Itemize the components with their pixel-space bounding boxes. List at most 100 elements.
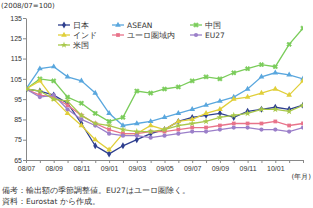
point xyxy=(149,136,153,140)
x-tick-mark xyxy=(26,160,27,163)
point xyxy=(175,122,182,128)
point xyxy=(106,122,113,128)
legend-item: ASEAN xyxy=(112,21,152,30)
series-line xyxy=(26,28,303,121)
y-tick: 85 xyxy=(14,116,26,123)
y-tick: 125 xyxy=(10,35,26,42)
legend-label: ASEAN xyxy=(127,21,152,30)
point xyxy=(259,127,263,131)
point xyxy=(258,106,265,112)
legend-marker xyxy=(115,22,121,27)
point xyxy=(244,110,251,116)
x-tick-mark xyxy=(289,160,290,163)
x-tick-mark xyxy=(234,160,235,163)
point xyxy=(301,125,303,129)
point xyxy=(203,110,209,115)
point xyxy=(36,75,43,82)
y-tick: 115 xyxy=(11,55,26,62)
chart: 6575859510511512513508/0708/0908/1109/01… xyxy=(0,0,313,208)
legend-label: EU27 xyxy=(205,31,225,40)
point xyxy=(231,96,237,101)
point xyxy=(79,78,85,83)
point xyxy=(64,98,71,104)
x-tick-label: 08/07 xyxy=(18,165,36,172)
series-line xyxy=(26,89,303,138)
point xyxy=(245,86,251,91)
point xyxy=(106,110,112,115)
y-tick-label: 115 xyxy=(11,55,22,62)
point xyxy=(65,107,69,111)
point xyxy=(38,95,42,99)
point xyxy=(65,74,71,79)
legend-marker xyxy=(62,22,66,29)
point xyxy=(107,128,111,132)
point xyxy=(245,94,251,99)
point xyxy=(230,112,237,118)
x-tick-mark xyxy=(303,160,304,163)
y-tick-label: 95 xyxy=(14,96,22,103)
x-tick xyxy=(123,160,124,163)
point xyxy=(260,122,264,126)
point xyxy=(78,112,85,118)
legend-label: 中国 xyxy=(205,21,221,30)
y-tick-mark xyxy=(23,160,26,161)
x-tick xyxy=(68,160,69,163)
point xyxy=(216,75,223,82)
x-tick-label: 08/11 xyxy=(73,165,90,172)
x-tick xyxy=(234,160,235,163)
x-tick-mark xyxy=(178,160,179,163)
x-tick-label: 09/09 xyxy=(212,165,230,172)
point xyxy=(37,78,43,83)
point xyxy=(230,69,237,76)
point xyxy=(147,128,154,134)
point xyxy=(300,78,303,83)
point xyxy=(217,114,224,120)
point xyxy=(36,87,43,93)
y-tick: 95 xyxy=(14,96,26,103)
point xyxy=(258,61,265,68)
y-tick-mark xyxy=(23,38,26,39)
y-tick-mark xyxy=(23,140,26,141)
point xyxy=(92,136,98,141)
x-tick-label: 09/11 xyxy=(240,165,257,172)
point xyxy=(245,125,249,129)
point xyxy=(204,129,208,133)
legend-item: ユーロ圏域内 xyxy=(112,31,175,40)
point xyxy=(161,126,168,132)
x-tick: 09/05 xyxy=(156,160,174,172)
x-tick-mark xyxy=(54,160,55,163)
point xyxy=(51,63,57,68)
point xyxy=(133,87,140,94)
legend-label: インド xyxy=(73,31,97,40)
series-line xyxy=(26,81,303,150)
note: 備考：輸出額の季節調整値。EU27はユーロ圏除く。 xyxy=(2,186,190,195)
x-tick: 08/07 xyxy=(18,160,36,172)
x-tick-mark xyxy=(40,160,41,163)
x-tick-mark xyxy=(109,160,110,163)
point xyxy=(232,122,236,126)
point xyxy=(259,90,265,95)
point xyxy=(272,106,279,112)
point xyxy=(50,77,57,84)
x-tick-label: 09/05 xyxy=(156,165,174,172)
y-tick-mark xyxy=(23,59,26,60)
legend-marker xyxy=(116,33,120,37)
plot-area xyxy=(26,25,303,158)
x-tick: 09/03 xyxy=(129,160,147,172)
point xyxy=(189,120,196,126)
x-tick-mark xyxy=(81,160,82,163)
point xyxy=(273,127,277,131)
point xyxy=(244,65,251,72)
x-tick xyxy=(289,160,290,163)
point xyxy=(120,126,127,132)
point xyxy=(189,77,196,84)
y-tick: 105 xyxy=(10,76,26,83)
x-tick-mark xyxy=(165,160,166,163)
point xyxy=(92,110,99,117)
x-tick: 09/11 xyxy=(240,160,257,172)
point xyxy=(119,114,126,121)
x-tick: 10/01 xyxy=(267,160,285,172)
legend-marker xyxy=(61,32,67,37)
series-markers xyxy=(26,25,303,125)
y-tick-mark xyxy=(23,99,26,100)
